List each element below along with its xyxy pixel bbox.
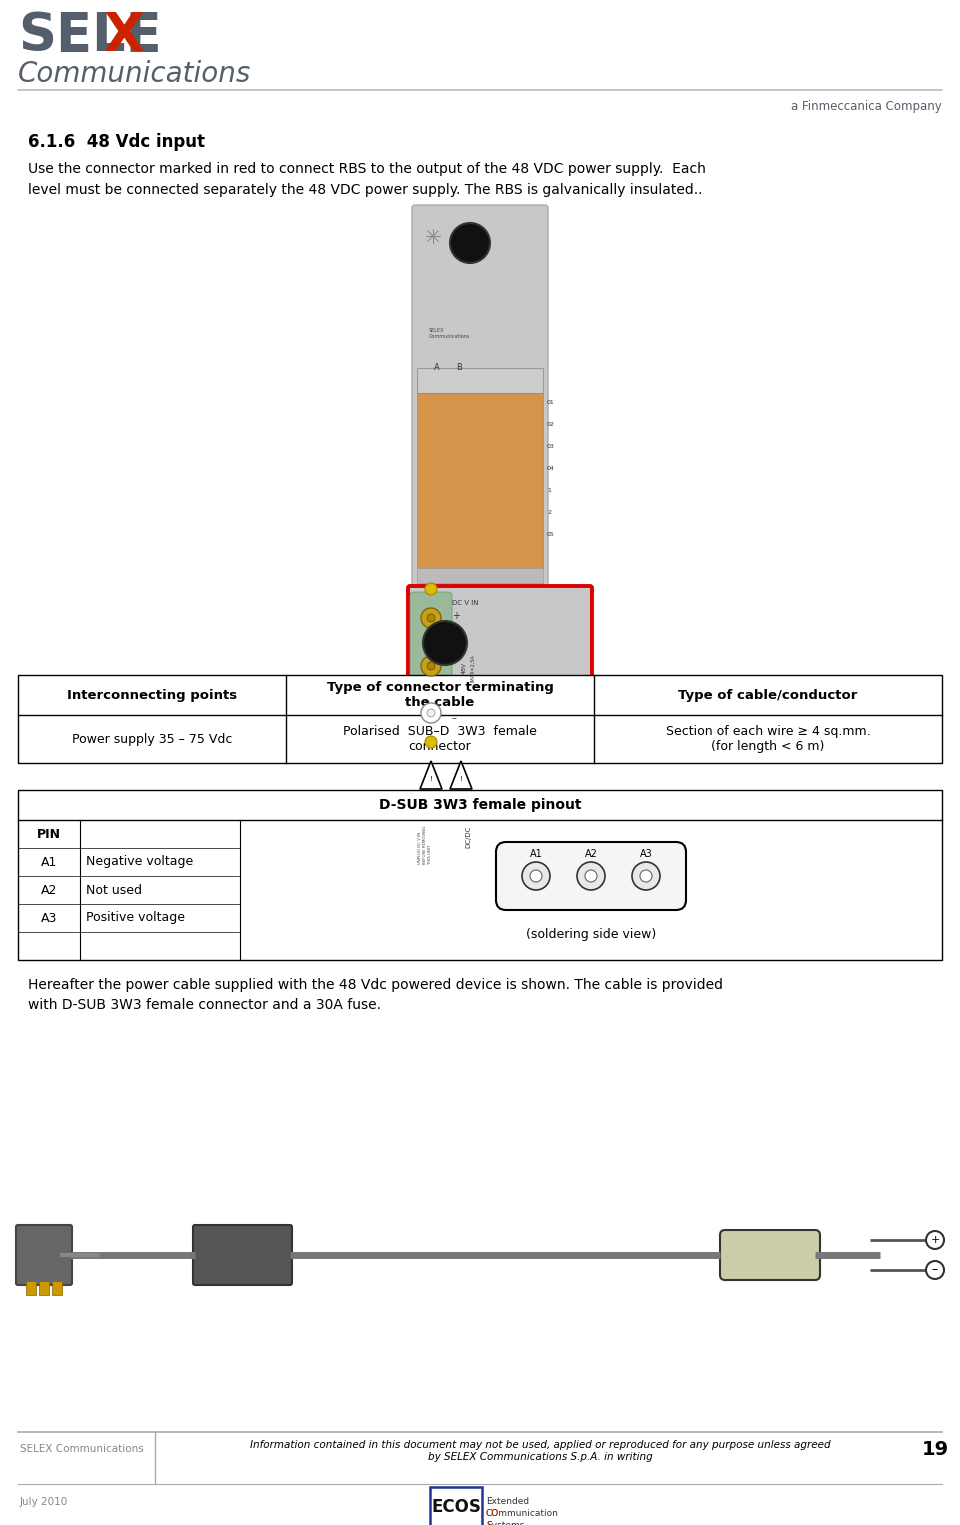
Circle shape bbox=[425, 737, 437, 747]
Text: Not used: Not used bbox=[86, 883, 142, 897]
Circle shape bbox=[926, 1231, 944, 1249]
Text: Type of cable/conductor: Type of cable/conductor bbox=[679, 688, 857, 702]
Text: SELEX
Communications: SELEX Communications bbox=[429, 328, 470, 339]
Text: A3: A3 bbox=[41, 912, 58, 924]
Text: +: + bbox=[452, 612, 460, 621]
Circle shape bbox=[427, 709, 435, 717]
Polygon shape bbox=[420, 761, 442, 788]
Text: Extended: Extended bbox=[486, 1498, 529, 1507]
Text: CO: CO bbox=[486, 1510, 499, 1517]
Circle shape bbox=[423, 621, 467, 665]
Text: Power supply 35 – 75 Vdc: Power supply 35 – 75 Vdc bbox=[72, 732, 232, 746]
Text: !: ! bbox=[429, 776, 432, 782]
Circle shape bbox=[427, 662, 435, 669]
Bar bbox=[39, 1281, 49, 1295]
FancyBboxPatch shape bbox=[16, 1225, 72, 1286]
Circle shape bbox=[585, 869, 597, 881]
Circle shape bbox=[640, 869, 652, 881]
Text: 01: 01 bbox=[547, 401, 555, 406]
Circle shape bbox=[421, 703, 441, 723]
Text: 1: 1 bbox=[547, 488, 551, 494]
Text: Use the connector marked in red to connect RBS to the output of the 48 VDC power: Use the connector marked in red to conne… bbox=[28, 162, 706, 175]
Text: Hereafter the power cable supplied with the 48 Vdc powered device is shown. The : Hereafter the power cable supplied with … bbox=[28, 978, 723, 991]
Text: A1: A1 bbox=[41, 856, 58, 869]
Text: S: S bbox=[486, 1520, 492, 1525]
Text: ECOS: ECOS bbox=[431, 1498, 481, 1516]
Bar bbox=[18, 790, 942, 961]
Text: A2: A2 bbox=[585, 849, 597, 859]
Bar bbox=[18, 676, 942, 762]
Text: Interconnecting points: Interconnecting points bbox=[67, 688, 237, 702]
FancyBboxPatch shape bbox=[496, 842, 686, 910]
Text: 04: 04 bbox=[547, 467, 555, 471]
Text: Information contained in this document may not be used, applied or reproduced fo: Information contained in this document m… bbox=[250, 1440, 830, 1461]
FancyBboxPatch shape bbox=[412, 204, 548, 660]
Circle shape bbox=[427, 615, 435, 622]
Bar bbox=[52, 1281, 62, 1295]
Text: July 2010: July 2010 bbox=[20, 1498, 68, 1507]
Text: COmmunication: COmmunication bbox=[486, 1510, 559, 1517]
Text: A3: A3 bbox=[639, 849, 653, 859]
Bar bbox=[26, 1281, 36, 1295]
Text: SELE: SELE bbox=[18, 11, 161, 63]
Text: +: + bbox=[930, 1235, 940, 1244]
Text: 05: 05 bbox=[547, 532, 555, 537]
Circle shape bbox=[425, 583, 437, 595]
Text: A: A bbox=[434, 363, 440, 372]
FancyBboxPatch shape bbox=[410, 592, 452, 740]
Text: B: B bbox=[456, 363, 462, 372]
Text: X: X bbox=[104, 11, 145, 63]
Text: A1: A1 bbox=[530, 849, 542, 859]
Polygon shape bbox=[450, 761, 472, 788]
Text: –: – bbox=[452, 714, 457, 723]
Text: with D-SUB 3W3 female connector and a 30A fuse.: with D-SUB 3W3 female connector and a 30… bbox=[28, 997, 381, 1013]
Text: 6.1.6  48 Vdc input: 6.1.6 48 Vdc input bbox=[28, 133, 205, 151]
Text: Systems: Systems bbox=[486, 1520, 524, 1525]
Text: –: – bbox=[932, 1264, 938, 1276]
Circle shape bbox=[632, 862, 660, 891]
Text: Section of each wire ≥ 4 sq.mm.
(for length < 6 m): Section of each wire ≥ 4 sq.mm. (for len… bbox=[665, 724, 871, 753]
Text: 02: 02 bbox=[547, 422, 555, 427]
FancyBboxPatch shape bbox=[408, 586, 592, 746]
FancyBboxPatch shape bbox=[430, 1487, 482, 1525]
Text: DC V IN: DC V IN bbox=[452, 599, 478, 605]
Text: 19: 19 bbox=[922, 1440, 948, 1459]
Bar bbox=[417, 567, 543, 583]
Text: SELEX Communications: SELEX Communications bbox=[20, 1444, 144, 1453]
Text: 48V: 48V bbox=[462, 662, 467, 674]
Text: !: ! bbox=[460, 776, 463, 782]
Text: 2: 2 bbox=[547, 511, 551, 515]
Circle shape bbox=[577, 862, 605, 891]
Circle shape bbox=[522, 862, 550, 891]
Text: D-SUB 3W3 female pinout: D-SUB 3W3 female pinout bbox=[379, 798, 581, 811]
Text: UNPLUG DC V IN
BEFORE REMOVING
THIS UNIT: UNPLUG DC V IN BEFORE REMOVING THIS UNIT bbox=[418, 827, 432, 865]
Text: Negative voltage: Negative voltage bbox=[86, 856, 193, 869]
Text: level must be connected separately the 48 VDC power supply. The RBS is galvanica: level must be connected separately the 4… bbox=[28, 183, 703, 197]
Text: PIN: PIN bbox=[37, 828, 61, 840]
FancyBboxPatch shape bbox=[193, 1225, 292, 1286]
Text: Communications: Communications bbox=[18, 59, 252, 88]
Circle shape bbox=[530, 869, 542, 881]
Text: (soldering side view): (soldering side view) bbox=[526, 929, 656, 941]
Circle shape bbox=[421, 656, 441, 676]
Text: IMAX=2,5A: IMAX=2,5A bbox=[470, 654, 475, 682]
FancyBboxPatch shape bbox=[720, 1231, 820, 1279]
Text: 03: 03 bbox=[547, 444, 555, 450]
Text: Positive voltage: Positive voltage bbox=[86, 912, 185, 924]
Circle shape bbox=[421, 608, 441, 628]
Bar bbox=[417, 393, 543, 567]
Text: DC/DC: DC/DC bbox=[465, 827, 471, 848]
Text: a Finmeccanica Company: a Finmeccanica Company bbox=[791, 101, 942, 113]
Circle shape bbox=[926, 1261, 944, 1279]
Text: A2: A2 bbox=[41, 883, 58, 897]
Text: Polarised  SUB–D  3W3  female
connector: Polarised SUB–D 3W3 female connector bbox=[343, 724, 537, 753]
Circle shape bbox=[450, 223, 490, 262]
Bar bbox=[417, 368, 543, 393]
Text: Type of connector terminating
the cable: Type of connector terminating the cable bbox=[326, 682, 553, 709]
